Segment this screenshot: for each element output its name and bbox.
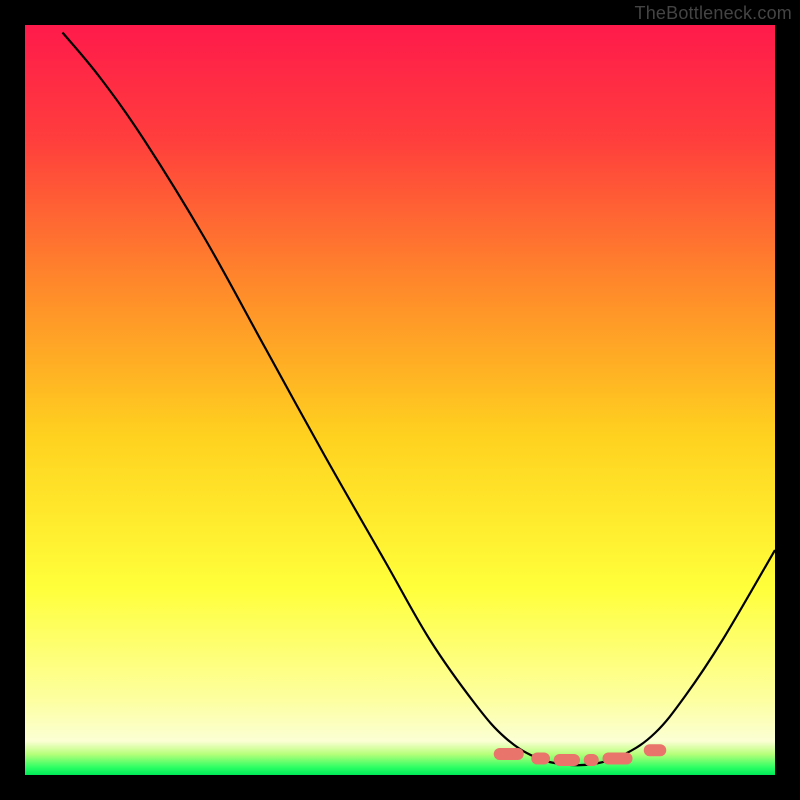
curve-layer bbox=[25, 25, 775, 775]
marker-dash bbox=[603, 753, 633, 765]
marker-dash bbox=[644, 744, 667, 756]
marker-dash bbox=[554, 754, 580, 766]
watermark-text: TheBottleneck.com bbox=[635, 3, 792, 24]
bottleneck-curve bbox=[63, 33, 776, 766]
marker-dash bbox=[494, 748, 524, 760]
plot-area bbox=[25, 25, 775, 775]
marker-dash bbox=[531, 753, 550, 765]
marker-dash bbox=[584, 754, 599, 766]
chart-container: TheBottleneck.com bbox=[0, 0, 800, 800]
